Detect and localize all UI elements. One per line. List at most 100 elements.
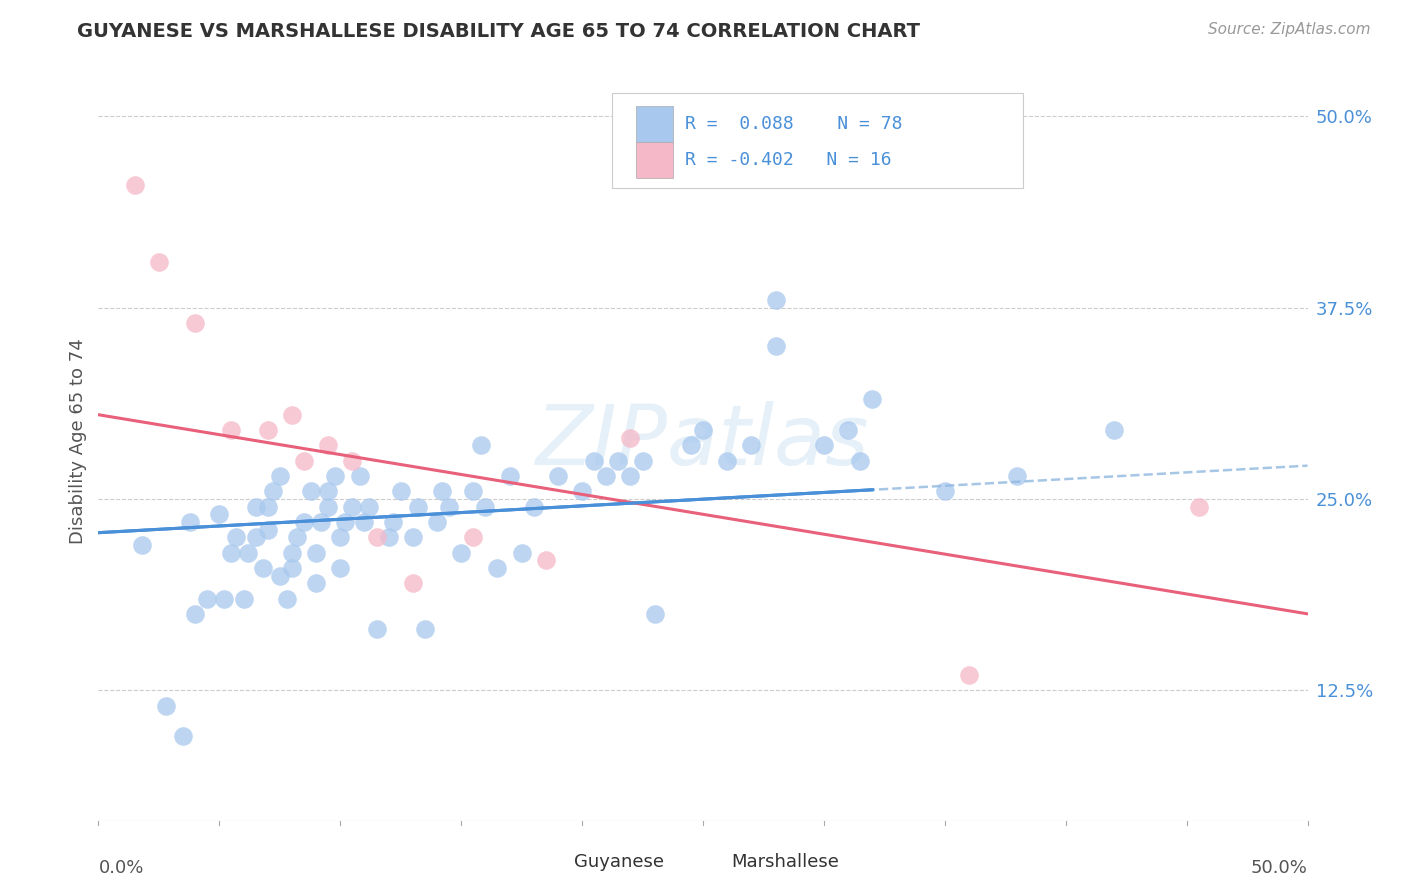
Point xyxy=(1007,469,1029,483)
Point xyxy=(155,698,177,713)
Point xyxy=(238,545,260,559)
Point xyxy=(377,530,399,544)
Text: R =  0.088    N = 78: R = 0.088 N = 78 xyxy=(685,115,903,134)
Point xyxy=(179,515,201,529)
Point xyxy=(631,453,654,467)
Point xyxy=(172,730,194,744)
Point xyxy=(256,423,278,437)
Text: 50.0%: 50.0% xyxy=(1251,859,1308,877)
Text: R = -0.402   N = 16: R = -0.402 N = 16 xyxy=(685,152,891,169)
Point xyxy=(547,469,569,483)
Point xyxy=(281,408,304,422)
Point xyxy=(349,469,371,483)
Point xyxy=(148,254,170,268)
Point xyxy=(131,538,153,552)
Point xyxy=(184,607,207,621)
Point xyxy=(309,515,332,529)
Point xyxy=(276,591,298,606)
Point xyxy=(402,530,425,544)
Point xyxy=(124,178,146,192)
Point xyxy=(333,515,356,529)
Point xyxy=(292,515,315,529)
Point xyxy=(208,508,231,522)
Point xyxy=(316,484,339,499)
Point xyxy=(281,561,304,575)
Text: 0.0%: 0.0% xyxy=(98,859,143,877)
Point xyxy=(221,423,243,437)
Y-axis label: Disability Age 65 to 74: Disability Age 65 to 74 xyxy=(69,339,87,544)
Point xyxy=(252,561,274,575)
Point xyxy=(644,607,666,621)
Point xyxy=(583,453,606,467)
Point xyxy=(470,438,492,452)
Point xyxy=(849,453,872,467)
FancyBboxPatch shape xyxy=(637,142,672,178)
Point xyxy=(305,576,328,591)
Point xyxy=(245,530,267,544)
Point xyxy=(534,553,557,567)
Point xyxy=(498,469,520,483)
Point xyxy=(195,591,218,606)
Text: GUYANESE VS MARSHALLESE DISABILITY AGE 65 TO 74 CORRELATION CHART: GUYANESE VS MARSHALLESE DISABILITY AGE 6… xyxy=(77,22,921,41)
Point xyxy=(366,622,388,636)
Point xyxy=(225,530,247,544)
Point xyxy=(245,500,267,514)
Point xyxy=(269,568,291,582)
Point xyxy=(463,530,485,544)
Point xyxy=(437,500,460,514)
Point xyxy=(256,500,278,514)
Point xyxy=(474,500,496,514)
FancyBboxPatch shape xyxy=(637,106,672,143)
Point xyxy=(406,500,429,514)
Point xyxy=(329,530,352,544)
Point xyxy=(679,438,702,452)
Point xyxy=(571,484,593,499)
FancyBboxPatch shape xyxy=(540,849,567,876)
Point xyxy=(221,545,243,559)
Point xyxy=(813,438,835,452)
Point xyxy=(359,500,381,514)
Point xyxy=(269,469,291,483)
Text: Marshallese: Marshallese xyxy=(731,854,839,871)
Point xyxy=(426,515,449,529)
Point xyxy=(256,523,278,537)
Point xyxy=(232,591,254,606)
Point xyxy=(262,484,284,499)
Text: Source: ZipAtlas.com: Source: ZipAtlas.com xyxy=(1208,22,1371,37)
Point xyxy=(281,545,304,559)
Point xyxy=(716,453,738,467)
Point xyxy=(510,545,533,559)
Point xyxy=(329,561,352,575)
Point xyxy=(1188,500,1211,514)
Point xyxy=(325,469,347,483)
Point xyxy=(619,469,641,483)
Point xyxy=(607,453,630,467)
Point xyxy=(595,469,617,483)
Point xyxy=(619,431,641,445)
Point xyxy=(957,668,980,682)
Point xyxy=(299,484,322,499)
Point xyxy=(292,453,315,467)
Point xyxy=(366,530,388,544)
Point xyxy=(523,500,546,514)
Point xyxy=(430,484,453,499)
Point xyxy=(740,438,762,452)
FancyBboxPatch shape xyxy=(697,849,724,876)
Text: ZIPatlas: ZIPatlas xyxy=(536,401,870,482)
Point xyxy=(692,423,714,437)
FancyBboxPatch shape xyxy=(613,93,1024,187)
Point xyxy=(765,339,787,353)
Point xyxy=(1102,423,1125,437)
Point xyxy=(184,316,207,330)
Point xyxy=(382,515,405,529)
Point xyxy=(389,484,412,499)
Text: Guyanese: Guyanese xyxy=(574,854,664,871)
Point xyxy=(316,438,339,452)
Point xyxy=(316,500,339,514)
Point xyxy=(402,576,425,591)
Point xyxy=(212,591,235,606)
Point xyxy=(860,392,883,407)
Point xyxy=(463,484,485,499)
Point xyxy=(342,453,364,467)
Point xyxy=(765,293,787,307)
